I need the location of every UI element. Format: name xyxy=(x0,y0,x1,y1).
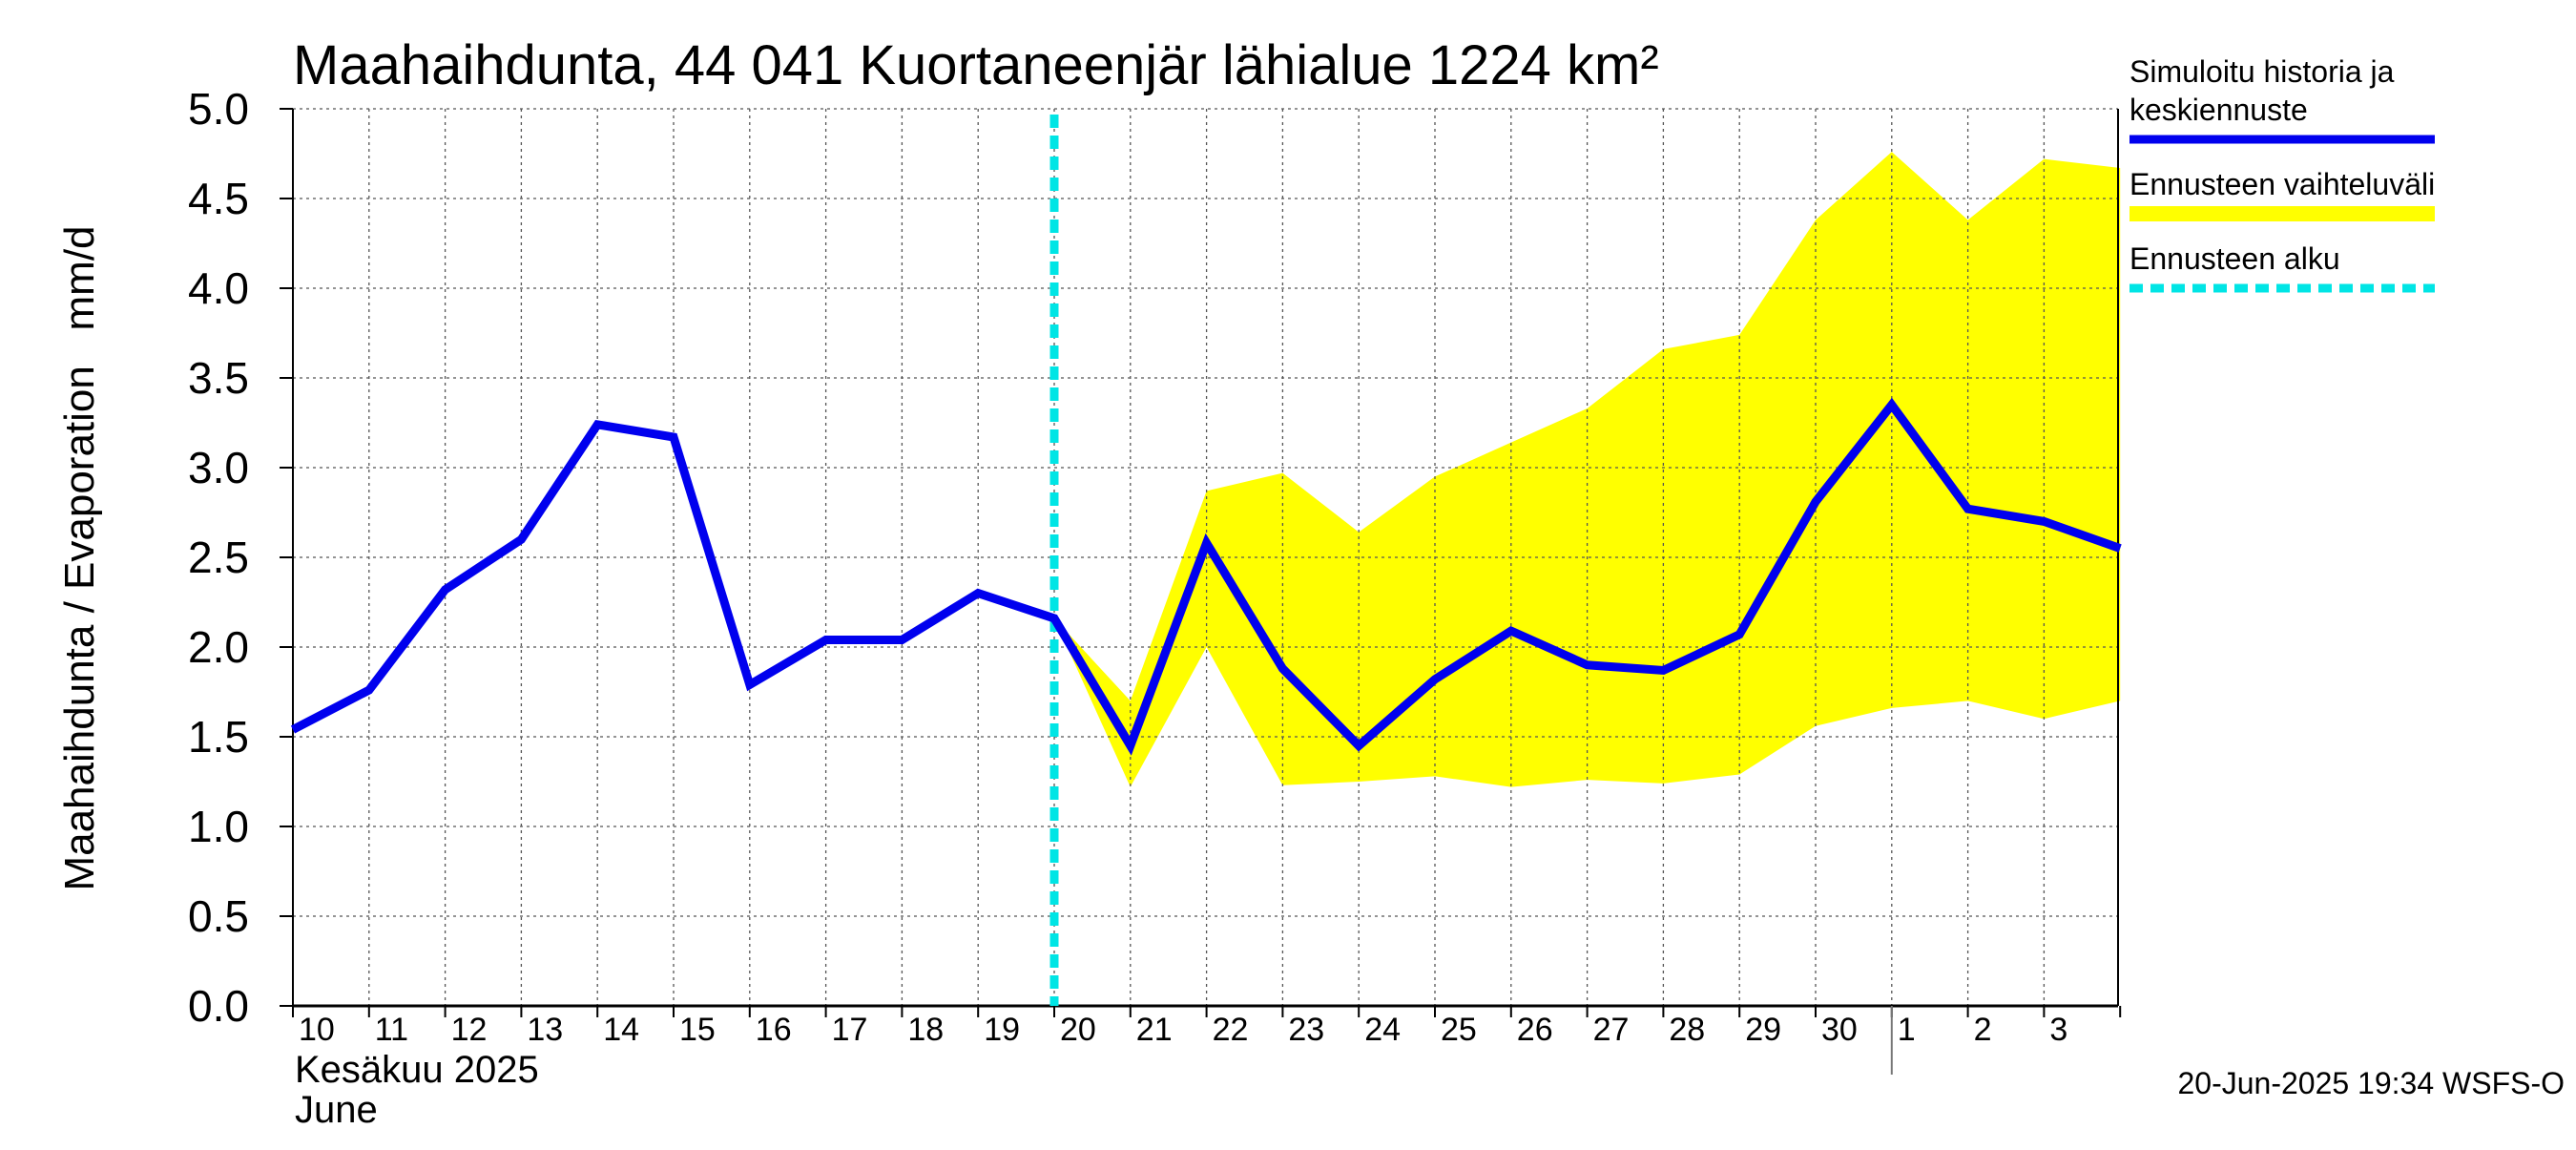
y-tick-label: 0.0 xyxy=(188,981,249,1031)
footer-timestamp: 20-Jun-2025 19:34 WSFS-O xyxy=(2177,1066,2565,1100)
y-tick-label: 2.0 xyxy=(188,622,249,672)
y-tick-label: 0.5 xyxy=(188,891,249,941)
x-tick-label: 2 xyxy=(1974,1012,1992,1048)
legend-label: Simuloitu historia ja xyxy=(2129,54,2395,89)
y-tick-label: 5.0 xyxy=(188,84,249,134)
x-tick-label: 16 xyxy=(756,1012,792,1048)
x-tick-label: 15 xyxy=(679,1012,716,1048)
x-tick-label: 28 xyxy=(1669,1012,1705,1048)
x-tick-label: 13 xyxy=(527,1012,563,1048)
x-tick-label: 30 xyxy=(1821,1012,1858,1048)
x-tick-label: 27 xyxy=(1593,1012,1630,1048)
legend-label: Ennusteen vaihteluväli xyxy=(2129,167,2435,201)
y-axis-label: Maahaihdunta / Evaporation mm/d xyxy=(56,225,103,890)
legend: Simuloitu historia ja keskiennuste Ennuste… xyxy=(2129,54,2435,288)
x-tick-label: 26 xyxy=(1517,1012,1553,1048)
x-tick-label: 24 xyxy=(1364,1012,1401,1048)
x-tick-label: 18 xyxy=(907,1012,944,1048)
x-tick-label: 20 xyxy=(1060,1012,1096,1048)
x-tick-label: 21 xyxy=(1136,1012,1173,1048)
y-tick-label: 2.5 xyxy=(188,533,249,582)
x-tick-label: 23 xyxy=(1288,1012,1324,1048)
month-label-fi: Kesäkuu 2025 xyxy=(295,1049,539,1091)
legend-label: Ennusteen alku xyxy=(2129,241,2340,276)
x-tick-label: 19 xyxy=(984,1012,1020,1048)
y-tick-label: 1.0 xyxy=(188,802,249,851)
y-tick-label: 3.0 xyxy=(188,443,249,492)
x-tick-label: 3 xyxy=(2049,1012,2067,1048)
x-tick-label: 17 xyxy=(832,1012,868,1048)
x-tick-label: 14 xyxy=(603,1012,639,1048)
y-tick-label: 1.5 xyxy=(188,712,249,762)
y-tick-label: 4.0 xyxy=(188,263,249,313)
x-tick-label: 12 xyxy=(451,1012,488,1048)
x-tick-label: 11 xyxy=(375,1012,408,1048)
month-label-en: June xyxy=(295,1089,378,1131)
x-tick-label: 1 xyxy=(1898,1012,1916,1048)
y-tick-label: 3.5 xyxy=(188,353,249,403)
x-tick-label: 29 xyxy=(1745,1012,1781,1048)
y-tick-label: 4.5 xyxy=(188,174,249,223)
x-tick-label: 25 xyxy=(1441,1012,1477,1048)
legend-label: keskiennuste xyxy=(2129,93,2308,127)
x-tick-label: 22 xyxy=(1213,1012,1249,1048)
x-tick-label: 10 xyxy=(299,1012,335,1048)
chart-title: Maahaihdunta, 44 041 Kuortaneenjär lähia… xyxy=(293,34,1659,96)
